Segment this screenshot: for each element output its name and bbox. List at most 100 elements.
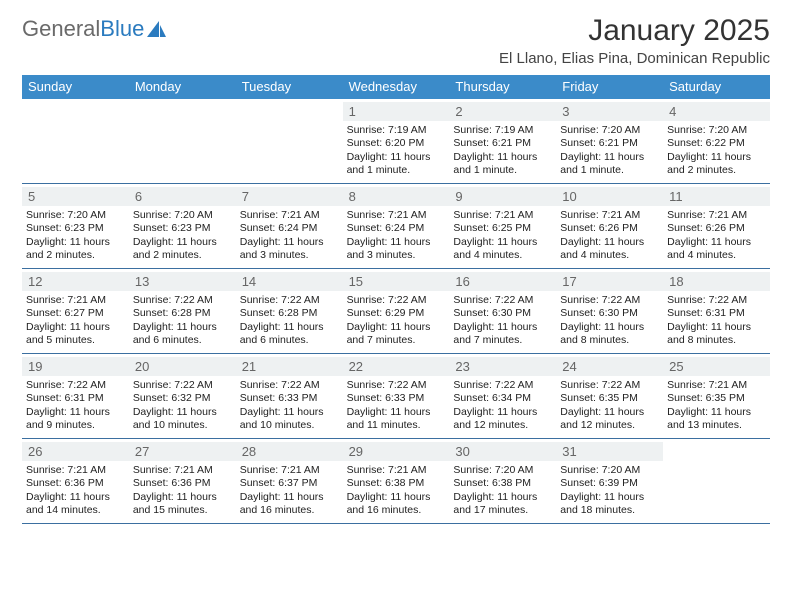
calendar: Sunday Monday Tuesday Wednesday Thursday… [22, 75, 770, 524]
calendar-cell: 9 Sunrise: 7:21 AMSunset: 6:25 PMDaylight… [449, 184, 556, 268]
calendar-cell: 12 Sunrise: 7:21 AMSunset: 6:27 PMDayligh… [22, 269, 129, 353]
dow-wednesday: Wednesday [343, 75, 450, 99]
day-detail: Sunrise: 7:22 AMSunset: 6:33 PMDaylight:… [240, 379, 339, 433]
day-detail: Sunrise: 7:21 AMSunset: 6:24 PMDaylight:… [347, 209, 446, 263]
calendar-cell: 24 Sunrise: 7:22 AMSunset: 6:35 PMDayligh… [556, 354, 663, 438]
day-number: 21 [236, 357, 343, 376]
day-number: 3 [556, 102, 663, 121]
calendar-cell: 22 Sunrise: 7:22 AMSunset: 6:33 PMDayligh… [343, 354, 450, 438]
day-detail: Sunrise: 7:22 AMSunset: 6:29 PMDaylight:… [347, 294, 446, 348]
calendar-cell: 2 Sunrise: 7:19 AMSunset: 6:21 PMDaylight… [449, 99, 556, 183]
title-block: January 2025 El Llano, Elias Pina, Domin… [499, 14, 770, 67]
calendar-cell: 7Sunrise: 7:21 AMSunset: 6:24 PMDaylight… [236, 184, 343, 268]
day-number: 2 [449, 102, 556, 121]
dow-header: Sunday Monday Tuesday Wednesday Thursday… [22, 75, 770, 99]
brand-logo: GeneralBlue [22, 14, 168, 40]
day-detail: Sunrise: 7:21 AMSunset: 6:27 PMDaylight:… [26, 294, 125, 348]
calendar-cell: 8Sunrise: 7:21 AMSunset: 6:24 PMDaylight… [343, 184, 450, 268]
day-number: 12 [22, 272, 129, 291]
calendar-cell [22, 99, 129, 183]
calendar-cell: 10 Sunrise: 7:21 AMSunset: 6:26 PMDayligh… [556, 184, 663, 268]
day-number: 29 [343, 442, 450, 461]
day-detail: Sunrise: 7:22 AMSunset: 6:30 PMDaylight:… [560, 294, 659, 348]
calendar-cell: 16 Sunrise: 7:22 AMSunset: 6:30 PMDayligh… [449, 269, 556, 353]
day-detail: Sunrise: 7:19 AMSunset: 6:21 PMDaylight:… [453, 124, 552, 178]
calendar-cell: 13 Sunrise: 7:22 AMSunset: 6:28 PMDayligh… [129, 269, 236, 353]
day-number: 28 [236, 442, 343, 461]
brand-part2: Blue [100, 18, 144, 40]
day-detail: Sunrise: 7:22 AMSunset: 6:31 PMDaylight:… [26, 379, 125, 433]
calendar-cell [663, 439, 770, 523]
calendar-cell: 18Sunrise: 7:22 AMSunset: 6:31 PMDayligh… [663, 269, 770, 353]
day-detail: Sunrise: 7:22 AMSunset: 6:28 PMDaylight:… [133, 294, 232, 348]
day-detail: Sunrise: 7:22 AMSunset: 6:33 PMDaylight:… [347, 379, 446, 433]
day-number: 9 [449, 187, 556, 206]
calendar-cell: 1Sunrise: 7:19 AMSunset: 6:20 PMDaylight… [343, 99, 450, 183]
day-number: 16 [449, 272, 556, 291]
calendar-cell: 29 Sunrise: 7:21 AMSunset: 6:38 PMDayligh… [343, 439, 450, 523]
header: GeneralBlue January 2025 El Llano, Elias… [22, 14, 770, 67]
day-number: 15 [343, 272, 450, 291]
dow-thursday: Thursday [449, 75, 556, 99]
day-detail: Sunrise: 7:21 AMSunset: 6:38 PMDaylight:… [347, 464, 446, 518]
dow-monday: Monday [129, 75, 236, 99]
day-number: 17 [556, 272, 663, 291]
day-number: 11 [663, 187, 770, 206]
day-detail: Sunrise: 7:22 AMSunset: 6:30 PMDaylight:… [453, 294, 552, 348]
day-number: 22 [343, 357, 450, 376]
calendar-cell: 11 Sunrise: 7:21 AMSunset: 6:26 PMDayligh… [663, 184, 770, 268]
day-detail: Sunrise: 7:21 AMSunset: 6:36 PMDaylight:… [26, 464, 125, 518]
calendar-cell [236, 99, 343, 183]
day-number: 31 [556, 442, 663, 461]
day-detail: Sunrise: 7:21 AMSunset: 6:24 PMDaylight:… [240, 209, 339, 263]
calendar-cell: 15 Sunrise: 7:22 AMSunset: 6:29 PMDayligh… [343, 269, 450, 353]
calendar-cell: 14 Sunrise: 7:22 AMSunset: 6:28 PMDayligh… [236, 269, 343, 353]
day-detail: Sunrise: 7:21 AMSunset: 6:35 PMDaylight:… [667, 379, 766, 433]
day-number: 14 [236, 272, 343, 291]
calendar-cell: 27Sunrise: 7:21 AMSunset: 6:36 PMDayligh… [129, 439, 236, 523]
day-detail: Sunrise: 7:22 AMSunset: 6:35 PMDaylight:… [560, 379, 659, 433]
dow-friday: Friday [556, 75, 663, 99]
day-detail: Sunrise: 7:21 AMSunset: 6:26 PMDaylight:… [560, 209, 659, 263]
calendar-week: 12 Sunrise: 7:21 AMSunset: 6:27 PMDayligh… [22, 269, 770, 354]
day-detail: Sunrise: 7:20 AMSunset: 6:39 PMDaylight:… [560, 464, 659, 518]
day-number: 6 [129, 187, 236, 206]
day-detail: Sunrise: 7:22 AMSunset: 6:31 PMDaylight:… [667, 294, 766, 348]
day-number: 19 [22, 357, 129, 376]
day-number: 25 [663, 357, 770, 376]
day-detail: Sunrise: 7:22 AMSunset: 6:28 PMDaylight:… [240, 294, 339, 348]
day-number: 30 [449, 442, 556, 461]
day-detail: Sunrise: 7:20 AMSunset: 6:21 PMDaylight:… [560, 124, 659, 178]
day-number: 27 [129, 442, 236, 461]
calendar-week: 26Sunrise: 7:21 AMSunset: 6:36 PMDayligh… [22, 439, 770, 524]
brand-sail-icon [146, 19, 168, 39]
calendar-cell: 5Sunrise: 7:20 AMSunset: 6:23 PMDaylight… [22, 184, 129, 268]
day-detail: Sunrise: 7:21 AMSunset: 6:26 PMDaylight:… [667, 209, 766, 263]
day-detail: Sunrise: 7:20 AMSunset: 6:38 PMDaylight:… [453, 464, 552, 518]
calendar-cell: 6Sunrise: 7:20 AMSunset: 6:23 PMDaylight… [129, 184, 236, 268]
day-detail: Sunrise: 7:21 AMSunset: 6:25 PMDaylight:… [453, 209, 552, 263]
day-number: 10 [556, 187, 663, 206]
day-detail: Sunrise: 7:21 AMSunset: 6:37 PMDaylight:… [240, 464, 339, 518]
calendar-cell: 20 Sunrise: 7:22 AMSunset: 6:32 PMDayligh… [129, 354, 236, 438]
day-number: 23 [449, 357, 556, 376]
calendar-cell: 21 Sunrise: 7:22 AMSunset: 6:33 PMDayligh… [236, 354, 343, 438]
day-number: 13 [129, 272, 236, 291]
day-detail: Sunrise: 7:22 AMSunset: 6:34 PMDaylight:… [453, 379, 552, 433]
calendar-cell: 19 Sunrise: 7:22 AMSunset: 6:31 PMDayligh… [22, 354, 129, 438]
day-number: 20 [129, 357, 236, 376]
day-number: 5 [22, 187, 129, 206]
brand-part1: General [22, 18, 100, 40]
day-number: 4 [663, 102, 770, 121]
calendar-cell: 26Sunrise: 7:21 AMSunset: 6:36 PMDayligh… [22, 439, 129, 523]
calendar-cell [129, 99, 236, 183]
day-detail: Sunrise: 7:19 AMSunset: 6:20 PMDaylight:… [347, 124, 446, 178]
calendar-cell: 17 Sunrise: 7:22 AMSunset: 6:30 PMDayligh… [556, 269, 663, 353]
dow-saturday: Saturday [663, 75, 770, 99]
day-detail: Sunrise: 7:22 AMSunset: 6:32 PMDaylight:… [133, 379, 232, 433]
day-number: 24 [556, 357, 663, 376]
location-subtitle: El Llano, Elias Pina, Dominican Republic [499, 50, 770, 67]
calendar-week: 5Sunrise: 7:20 AMSunset: 6:23 PMDaylight… [22, 184, 770, 269]
calendar-cell: 3 Sunrise: 7:20 AMSunset: 6:21 PMDaylight… [556, 99, 663, 183]
calendar-week: 1Sunrise: 7:19 AMSunset: 6:20 PMDaylight… [22, 99, 770, 184]
